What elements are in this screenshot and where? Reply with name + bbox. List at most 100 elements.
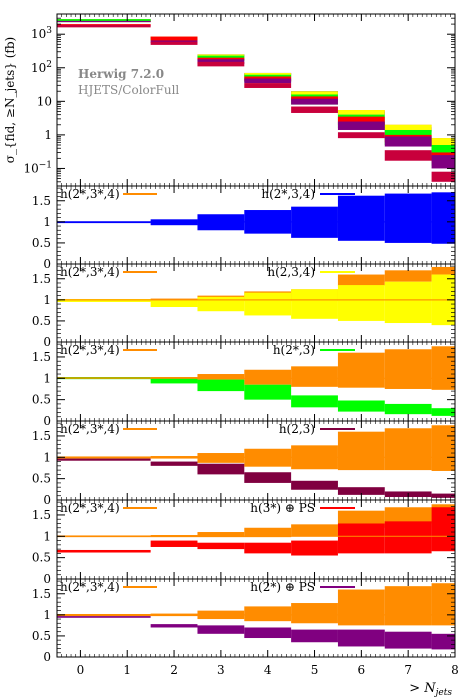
ratio-ytick-label-0-0: 0 bbox=[43, 257, 51, 271]
xtick-label-2: 2 bbox=[170, 663, 178, 677]
legend-cmp-label-0: h(2*,3,4) bbox=[261, 187, 315, 201]
ratio-cmp-band-5-5 bbox=[337, 629, 385, 647]
main-band-5-7 bbox=[431, 155, 455, 169]
ratio-cmp-band-4-1 bbox=[150, 540, 198, 547]
x-axis-label: > Njets bbox=[409, 681, 452, 697]
ratio-ref-band-4-2 bbox=[197, 532, 245, 538]
ratio-ytick-label-2-2: 1 bbox=[43, 371, 51, 385]
ratio-panel-4: 0 0.5 1 1.5 h(2*,3*,4) h(3*) ⊕ PS bbox=[32, 499, 456, 586]
ratio-ytick-label-2-1: 0.5 bbox=[32, 393, 51, 407]
ratio-cmp-band-5-6 bbox=[384, 631, 432, 649]
ratio-panel-5: 0 0.5 1 1.5 h(2*,3*,4) h(2*) ⊕ PS bbox=[32, 578, 456, 664]
ratio-ytick-label-4-3: 1.5 bbox=[32, 508, 51, 522]
ratio-ref-band-4-3 bbox=[244, 527, 292, 538]
ratio-cmp-band-1-3 bbox=[244, 292, 292, 316]
xtick-label-1: 1 bbox=[123, 663, 131, 677]
ratio-ytick-label-5-1: 0.5 bbox=[32, 629, 51, 643]
main-band-2-6 bbox=[384, 124, 432, 132]
ratio-cmp-band-3-1 bbox=[150, 461, 198, 466]
ratio-ytick-label-4-0: 0 bbox=[43, 572, 51, 586]
ratio-cmp-band-1-0 bbox=[57, 298, 151, 302]
x-axis: 0 1 2 3 4 5 6 7 8 > Njets bbox=[77, 663, 459, 697]
main-band-6-6 bbox=[384, 150, 432, 161]
ratio-cmp-band-4-4 bbox=[291, 540, 338, 556]
legend-ref-label-4: h(2*,3*,4) bbox=[60, 501, 120, 515]
ratio-ytick-label-0-1: 0.5 bbox=[32, 236, 51, 250]
ratio-ref-band-3-2 bbox=[197, 453, 245, 463]
ratio-ytick-label-1-2: 1 bbox=[43, 293, 51, 307]
ratio-cmp-band-3-5 bbox=[337, 487, 385, 495]
main-ytick-label-4: 103 bbox=[31, 26, 52, 41]
main-band-2-4 bbox=[291, 91, 338, 96]
ratio-cmp-band-5-1 bbox=[150, 624, 198, 628]
ratio-cmp-band-2-3 bbox=[244, 384, 292, 400]
main-band-6-2 bbox=[197, 61, 245, 67]
main-band-3-0 bbox=[57, 19, 151, 23]
ratio-panel-3: 0 0.5 1 1.5 h(2*,3*,4) h(2,3) bbox=[32, 420, 456, 507]
ratio-cmp-band-3-3 bbox=[244, 472, 292, 483]
main-band-5-6 bbox=[384, 136, 432, 147]
ratio-ref-band-3-5 bbox=[337, 431, 385, 471]
ratio-cmp-band-3-2 bbox=[197, 463, 245, 475]
main-band-2-7 bbox=[431, 138, 455, 149]
legend-cmp-label-5: h(2*) ⊕ PS bbox=[250, 580, 315, 594]
legend-ref-label-5: h(2*,3*,4) bbox=[60, 580, 120, 594]
ratio-cmp-band-3-0 bbox=[57, 458, 151, 461]
ratio-ref-band-5-6 bbox=[384, 586, 432, 626]
main-annotation-title: Herwig 7.2.0 bbox=[78, 67, 164, 81]
ratio-ytick-label-3-0: 0 bbox=[43, 493, 51, 507]
ratio-cmp-band-2-7 bbox=[431, 408, 455, 416]
ratio-cmp-band-0-6 bbox=[384, 193, 432, 243]
main-band-4-2 bbox=[197, 57, 245, 61]
ratio-ref-band-5-3 bbox=[244, 606, 292, 622]
main-band-5-5 bbox=[337, 121, 385, 130]
ratio-cmp-band-4-2 bbox=[197, 542, 245, 550]
ratio-cmp-band-5-3 bbox=[244, 627, 292, 639]
main-band-6-1 bbox=[150, 41, 198, 45]
ratio-ytick-label-3-2: 1 bbox=[43, 450, 51, 464]
ratio-ytick-label-0-2: 1 bbox=[43, 215, 51, 229]
ratio-cmp-band-3-7 bbox=[431, 493, 455, 498]
main-band-4-1 bbox=[150, 36, 198, 41]
main-ylabel: σ_{fid, ≥N_jets} (fb) bbox=[3, 37, 17, 163]
ratio-ytick-label-1-3: 1.5 bbox=[32, 272, 51, 286]
ratio-ref-band-2-3 bbox=[244, 369, 292, 385]
ratio-panel-2: 0 0.5 1 1.5 h(2*,3*,4) h(2*,3) bbox=[32, 341, 456, 428]
ratio-ytick-label-3-1: 0.5 bbox=[32, 472, 51, 486]
ratio-cmp-band-5-0 bbox=[57, 616, 151, 618]
main-band-6-3 bbox=[244, 83, 292, 88]
ratio-cmp-band-1-6 bbox=[384, 281, 432, 324]
ratio-ref-band-2-2 bbox=[197, 374, 245, 380]
ratio-ytick-label-0-3: 1.5 bbox=[32, 194, 51, 208]
ratio-cmp-band-2-1 bbox=[150, 378, 198, 384]
ratio-ref-band-5-4 bbox=[291, 603, 338, 624]
main-ytick-label-1: 1 bbox=[44, 128, 52, 142]
ratio-cmp-band-2-6 bbox=[384, 403, 432, 415]
ratio-ref-band-2-5 bbox=[337, 352, 385, 388]
ratio-cmp-band-4-7 bbox=[431, 507, 455, 552]
legend-cmp-label-4: h(3*) ⊕ PS bbox=[250, 501, 315, 515]
ratio-cmp-band-1-2 bbox=[197, 296, 245, 312]
ratio-frame-5 bbox=[56, 578, 456, 658]
ratio-ref-band-4-4 bbox=[291, 524, 338, 537]
ratio-ytick-label-5-0: 0 bbox=[43, 650, 51, 664]
main-ytick-label-2: 10 bbox=[37, 94, 52, 108]
legend-ref-label-1: h(2*,3*,4) bbox=[60, 265, 120, 279]
ratio-ytick-label-1-0: 0 bbox=[43, 335, 51, 349]
main-band-5-2 bbox=[197, 59, 245, 64]
ratio-ytick-label-5-2: 1 bbox=[43, 608, 51, 622]
legend-ref-label-0: h(2*,3*,4) bbox=[60, 187, 120, 201]
main-band-6-4 bbox=[291, 106, 338, 113]
main-ytick-label-0: 10−1 bbox=[23, 160, 52, 175]
main-band-6-0 bbox=[57, 24, 151, 28]
xtick-label-0: 0 bbox=[77, 663, 85, 677]
main-band-4-5 bbox=[337, 116, 385, 125]
ratio-cmp-band-4-0 bbox=[57, 549, 151, 553]
ratio-cmp-band-1-5 bbox=[337, 285, 385, 321]
ratio-panel-0: 0 0.5 1 1.5 h(2*,3*,4) h(2*,3,4) bbox=[32, 185, 456, 271]
xtick-label-6: 6 bbox=[358, 663, 366, 677]
main-annotation-sub: HJETS/ColorFull bbox=[78, 83, 179, 97]
ratio-ytick-label-2-0: 0 bbox=[43, 414, 51, 428]
main-ytick-label-3: 102 bbox=[31, 60, 52, 75]
